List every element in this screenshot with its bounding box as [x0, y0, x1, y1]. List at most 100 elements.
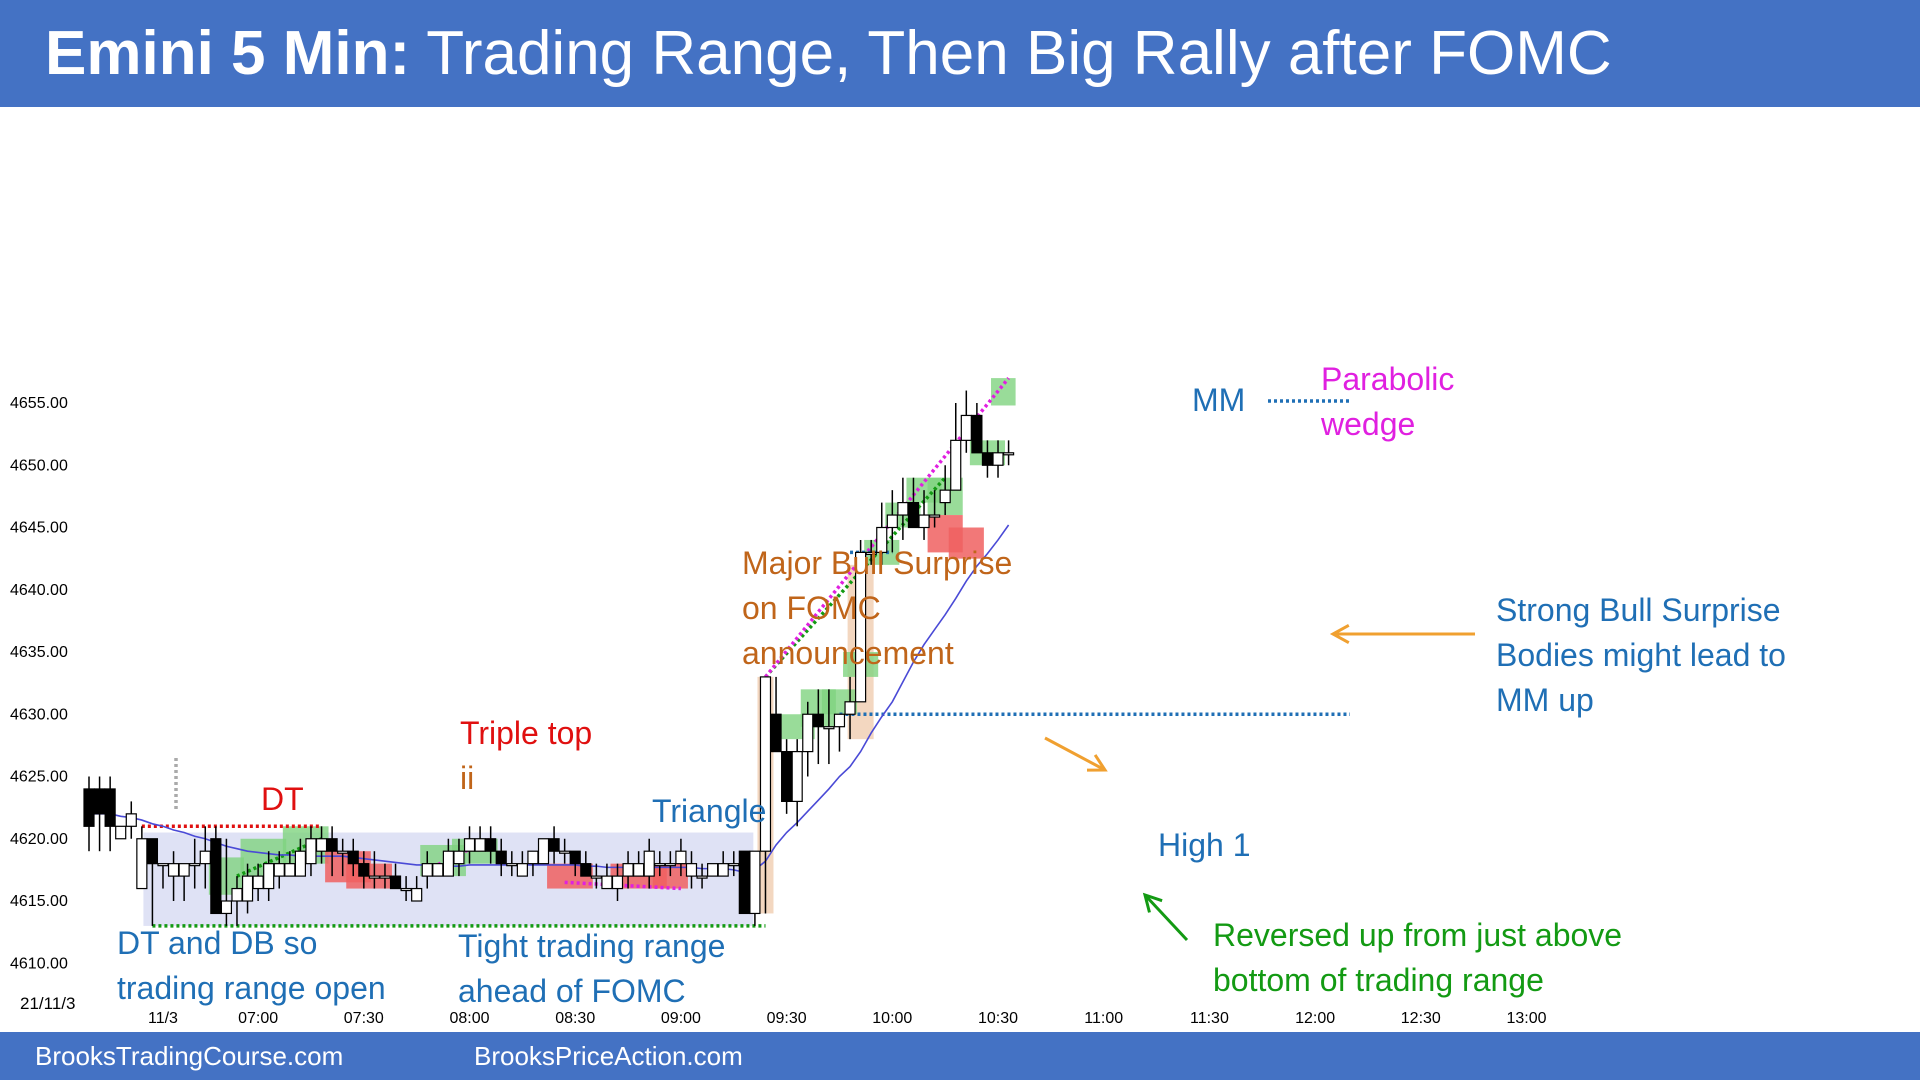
candle	[950, 403, 962, 491]
candle	[326, 826, 338, 877]
bull-candle-body	[844, 701, 856, 715]
candle	[791, 739, 803, 827]
candle	[865, 539, 877, 565]
bull-candle-body	[178, 863, 190, 877]
bull-candle-body	[685, 863, 698, 877]
bear-candle-body	[971, 414, 983, 454]
candle	[664, 851, 676, 877]
candle	[717, 851, 729, 877]
candle	[918, 490, 930, 540]
bull-candle-body	[928, 514, 941, 518]
bear-candle-body	[210, 838, 222, 915]
title-rest: Trading Range, Then Big Rally after FOMC	[410, 19, 1612, 88]
x-tick-label: 07:30	[344, 1010, 384, 1027]
candle	[189, 838, 201, 889]
bull-candle-body	[855, 551, 867, 703]
candle	[347, 838, 359, 877]
candle	[992, 440, 1004, 478]
bull-candle-body	[453, 850, 465, 865]
bull-candle-body	[167, 863, 180, 877]
bull-candle-body	[960, 414, 972, 441]
annotation-mm: MM	[1192, 382, 1246, 418]
bull-candle-body	[992, 452, 1004, 466]
bull-candle-body	[136, 838, 148, 890]
bull-candle-body	[125, 813, 137, 827]
candle	[928, 490, 941, 528]
footer-left-link[interactable]: BrooksTradingCourse.com	[35, 1041, 344, 1071]
bull-candle-body	[241, 875, 254, 902]
bull-candle-body	[368, 875, 380, 879]
bull-candle-body	[220, 900, 233, 915]
x-tick-label: 12:00	[1295, 1010, 1335, 1027]
candle	[844, 676, 856, 740]
bull-candle-body	[749, 850, 761, 915]
bull-candle-body	[918, 514, 930, 529]
bull-candle-body	[400, 887, 412, 892]
bull-candle-body	[897, 502, 909, 516]
candles	[83, 390, 1015, 926]
bull-candle-body	[950, 439, 962, 491]
x-tick-label: 10:30	[978, 1010, 1018, 1027]
bull-candle-body	[664, 863, 676, 867]
bull-candle-body	[759, 676, 772, 852]
footer-bar: BrooksTradingCourse.com BrooksPriceActio…	[0, 1032, 1920, 1080]
bull-candle-body	[622, 863, 634, 877]
bull-candle-body	[263, 863, 275, 890]
arrow-to-reversal	[1142, 892, 1189, 942]
footer-right-link[interactable]: BrooksPriceAction.com	[474, 1041, 743, 1071]
bear-candle-body	[548, 838, 560, 852]
x-tick-label: 11/3	[148, 1010, 178, 1027]
candle	[485, 826, 497, 864]
candle	[146, 838, 159, 926]
bull-candle-body	[865, 551, 877, 556]
bull-candle-body	[273, 863, 285, 877]
bull-candle-body	[601, 875, 613, 890]
candle	[770, 676, 782, 753]
candle	[453, 838, 465, 877]
bull-candle-body	[506, 863, 518, 867]
ema-line	[89, 524, 1010, 874]
bull-candle-body	[157, 863, 169, 867]
candle	[537, 838, 550, 865]
bull-candle-body	[886, 514, 898, 529]
candle	[569, 850, 581, 877]
annotation-high-1: High 1	[1158, 827, 1251, 863]
candle	[83, 776, 95, 852]
bull-candle-body	[337, 850, 349, 854]
x-tick-label: 12:30	[1401, 1010, 1441, 1027]
bull-candle-body	[728, 863, 740, 867]
bull-candle-body	[939, 489, 951, 504]
bull-candle-body	[379, 875, 391, 879]
bull-candle-body	[791, 750, 803, 802]
bull-candle-body	[463, 838, 476, 852]
triangle-line	[564, 880, 682, 891]
y-tick-label: 4625.00	[10, 769, 68, 786]
candle	[611, 863, 624, 901]
arrows	[1044, 624, 1475, 942]
candle	[220, 838, 233, 926]
arrow-shaft	[1143, 893, 1189, 942]
candle	[876, 502, 888, 565]
annotation-dt-db: DT and DB so trading range open	[117, 925, 386, 1006]
bull-candle-body	[633, 863, 645, 877]
candle	[580, 851, 592, 877]
bull-candle-body	[231, 887, 243, 902]
candle	[685, 851, 698, 889]
bull-candle-body	[305, 838, 317, 865]
red-highlight-box	[948, 527, 984, 559]
annotation-triple-top: Triple top ii	[460, 715, 593, 796]
annotation-dt: DT	[261, 781, 304, 817]
bull-candle-body	[590, 875, 602, 879]
bull-candle-body	[252, 875, 264, 890]
bull-candle-body	[717, 863, 729, 877]
annotation-parabolic-wedge: Parabolic wedge	[1321, 361, 1455, 442]
bear-candle-body	[104, 788, 116, 827]
bear-candle-body	[146, 838, 159, 865]
candle	[548, 826, 560, 864]
bull-candle-body	[1002, 452, 1015, 456]
y-tick-label: 4620.00	[10, 831, 68, 848]
x-tick-label: 11:00	[1084, 1010, 1123, 1027]
bear-candle-body	[358, 863, 370, 877]
arrow-head	[1086, 754, 1108, 772]
y-tick-label: 4635.00	[10, 644, 68, 661]
